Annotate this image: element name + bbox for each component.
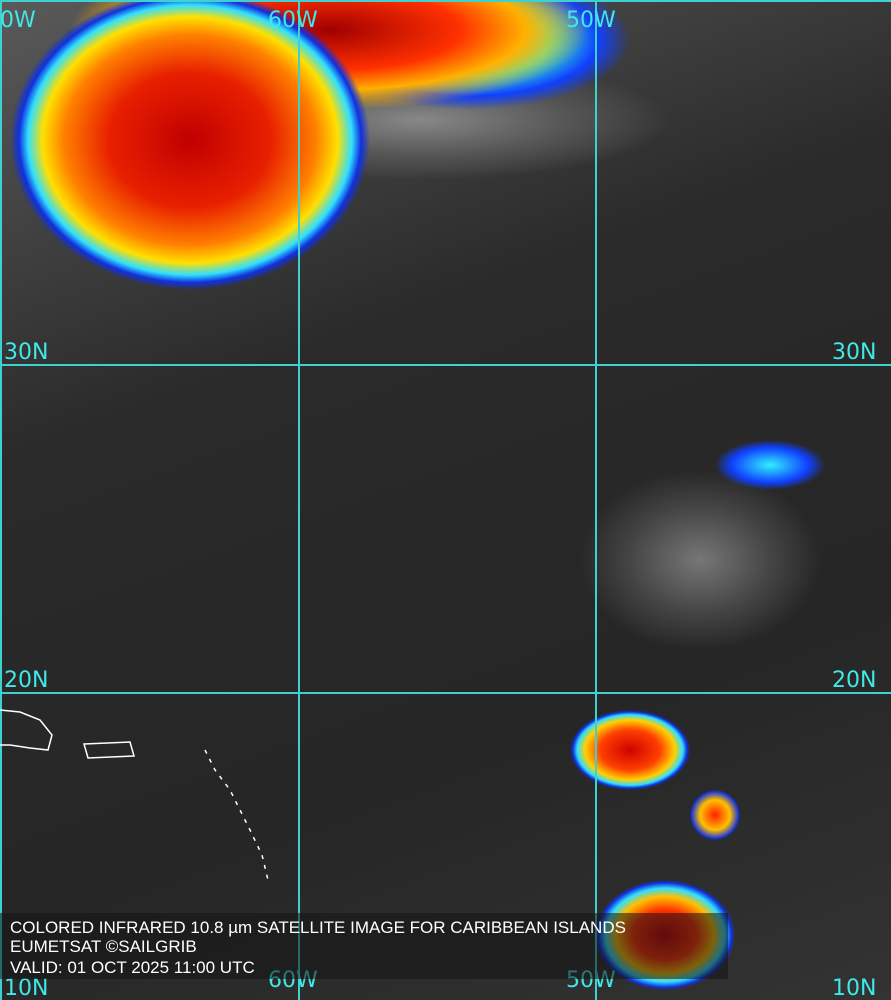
caption-box: COLORED INFRARED 10.8 µm SATELLITE IMAGE… bbox=[0, 913, 728, 979]
label-20n-right: 20N bbox=[832, 668, 877, 693]
map-top-border bbox=[0, 0, 891, 2]
caption-valid-time: VALID: 01 OCT 2025 11:00 UTC bbox=[10, 958, 255, 977]
label-30n-left: 30N bbox=[4, 340, 49, 365]
label-10n-left: 10N bbox=[4, 976, 49, 1000]
meridian-70w bbox=[0, 0, 2, 1000]
coastline-puerto-rico bbox=[83, 741, 135, 759]
caption-credit: EUMETSAT ©SAILGRIB bbox=[10, 937, 197, 956]
label-20n-left: 20N bbox=[4, 668, 49, 693]
parallel-30n bbox=[0, 364, 891, 366]
parallel-20n bbox=[0, 692, 891, 694]
caption-title: COLORED INFRARED 10.8 µm SATELLITE IMAGE… bbox=[10, 918, 626, 937]
meridian-60w bbox=[298, 0, 300, 1000]
label-50w: 50W bbox=[566, 8, 616, 33]
coastline-lesser-antilles bbox=[204, 749, 269, 881]
meridian-50w bbox=[595, 0, 597, 1000]
coastline-hispaniola bbox=[0, 709, 53, 751]
label-70w: 0W bbox=[0, 8, 36, 33]
label-30n-right: 30N bbox=[832, 340, 877, 365]
label-10n-right: 10N bbox=[832, 976, 877, 1000]
label-60w: 60W bbox=[268, 8, 318, 33]
